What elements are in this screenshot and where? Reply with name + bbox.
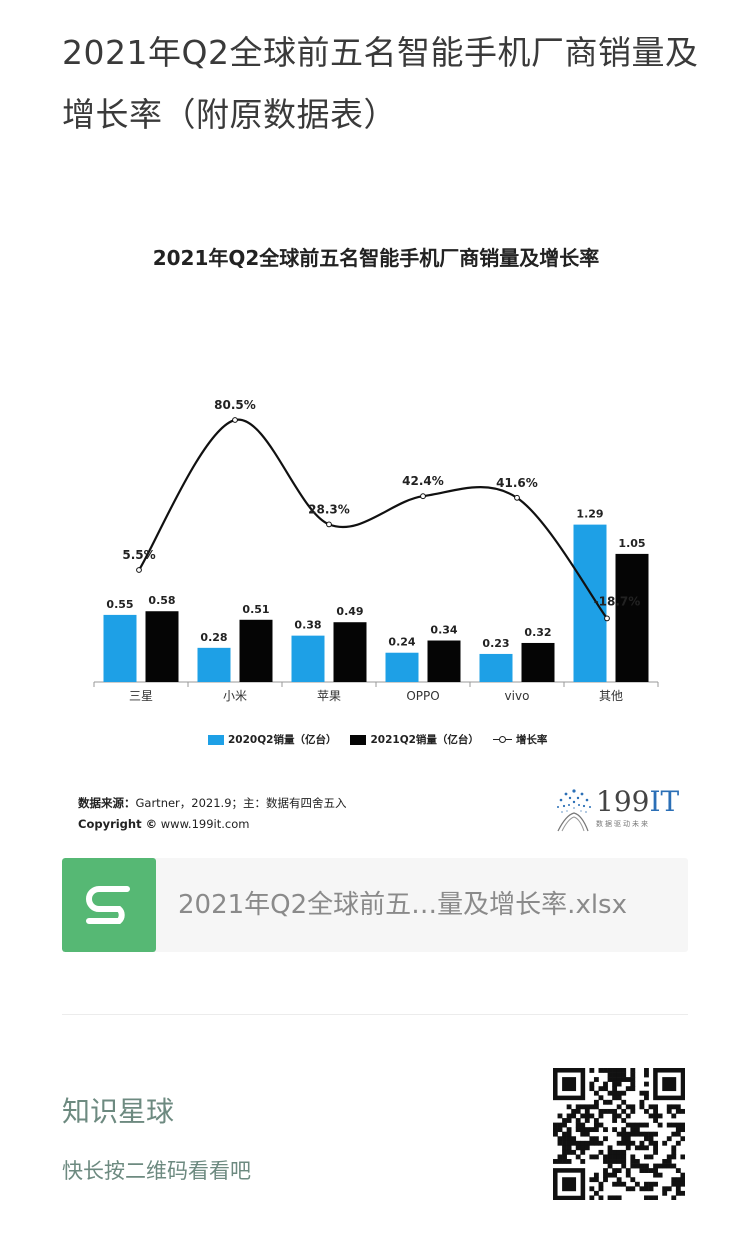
qr-code-icon[interactable] xyxy=(553,1068,685,1200)
spreadsheet-s-icon xyxy=(62,858,156,952)
legend-item-2020: 2020Q2销量（亿台） xyxy=(208,732,336,747)
bar-label-2020: 0.24 xyxy=(388,636,415,649)
source-label: 数据来源： xyxy=(78,796,136,810)
growth-label: -18.7% xyxy=(594,594,641,608)
chart-source: 数据来源：Gartner，2021.9；主：数据有四舍五入 Copyright … xyxy=(78,793,347,835)
growth-point xyxy=(326,521,332,528)
legend-swatch-2020 xyxy=(208,734,224,745)
bar-2021 xyxy=(521,642,555,682)
x-tick-label: OPPO xyxy=(406,689,439,703)
bar-label-2021: 0.49 xyxy=(336,605,363,618)
logo-slogan: 数据驱动未来 xyxy=(596,820,650,828)
chart-image: 2021年Q2全球前五名智能手机厂商销量及增长率 0.55 0.58 三星 0.28 0… xyxy=(62,220,690,840)
chart-title: 2021年Q2全球前五名智能手机厂商销量及增长率 xyxy=(152,246,600,270)
bar-2020 xyxy=(479,653,513,682)
bar-label-2020: 0.23 xyxy=(482,637,509,650)
bar-2020 xyxy=(573,524,607,682)
growth-point xyxy=(136,567,142,573)
source-text: Gartner，2021.9；主：数据有四舍五入 xyxy=(135,796,347,810)
knowledge-planet-subtitle: 快长按二维码看看吧 xyxy=(62,1159,251,1183)
199it-logo: 199IT 数据驱动未来 xyxy=(552,785,682,833)
file-attachment-card[interactable]: 2021年Q2全球前五…量及增长率.xlsx xyxy=(62,858,688,952)
bar-2020 xyxy=(385,652,419,682)
file-name: 2021年Q2全球前五…量及增长率.xlsx xyxy=(178,890,627,920)
bar-2021 xyxy=(615,553,649,682)
copyright-label: Copyright © xyxy=(78,817,158,831)
knowledge-planet-title: 知识星球 xyxy=(62,1095,175,1128)
legend-label-2021: 2021Q2销量（亿台） xyxy=(370,734,479,746)
growth-label: 28.3% xyxy=(308,502,350,516)
bar-label-2020: 1.29 xyxy=(576,508,603,521)
divider xyxy=(62,1014,688,1015)
post-title: 2021年Q2全球前五名智能手机厂商销量及增长率（附原数据表） xyxy=(62,33,699,134)
legend-label-2020: 2020Q2销量（亿台） xyxy=(228,734,337,746)
growth-point xyxy=(604,615,610,622)
bar-label-2020: 0.28 xyxy=(200,631,227,644)
bar-2021 xyxy=(145,611,179,682)
logo-text: 199IT xyxy=(596,785,680,818)
x-tick-label: 三星 xyxy=(129,689,153,703)
dandelion-logo-icon xyxy=(557,789,591,832)
growth-label: 5.5% xyxy=(122,548,155,562)
growth-point xyxy=(420,493,426,500)
growth-label: 41.6% xyxy=(496,476,538,490)
bar-2020 xyxy=(103,614,137,682)
legend-item-growth: 增长率 xyxy=(492,732,548,747)
legend-label-growth: 增长率 xyxy=(515,734,548,746)
x-tick-label: 其他 xyxy=(599,689,623,703)
bar-label-2021: 0.58 xyxy=(148,594,175,607)
chart-legend: 2020Q2销量（亿台） 2021Q2销量（亿台） 增长率 xyxy=(208,732,561,747)
growth-line xyxy=(138,418,608,620)
growth-point xyxy=(232,417,238,423)
growth-point xyxy=(514,494,520,501)
bar-2020 xyxy=(197,647,231,682)
copyright-url: www.199it.com xyxy=(160,817,250,831)
bar-2021 xyxy=(333,622,367,682)
bar-2021 xyxy=(427,640,461,682)
bar-label-2021: 0.34 xyxy=(430,624,457,637)
bar-2021 xyxy=(239,619,273,682)
growth-label: 80.5% xyxy=(214,398,256,412)
x-tick-label: vivo xyxy=(505,689,530,703)
x-tick-label: 苹果 xyxy=(317,689,341,703)
legend-item-2021: 2021Q2销量（亿台） xyxy=(350,732,479,747)
bar-2020 xyxy=(291,635,325,682)
chart-plot: 0.55 0.58 三星 0.28 0.51 小米 0.38 0.49 苹果 0.24 0.34 OP… xyxy=(93,398,659,703)
bar-label-2021: 1.05 xyxy=(618,537,645,550)
bar-label-2020: 0.55 xyxy=(106,598,133,611)
bar-label-2021: 0.51 xyxy=(242,603,269,616)
legend-swatch-2021 xyxy=(350,734,367,745)
growth-label: 42.4% xyxy=(402,474,444,488)
bar-label-2020: 0.38 xyxy=(294,619,321,632)
x-tick-label: 小米 xyxy=(223,689,247,703)
legend-line-marker-icon xyxy=(492,736,512,743)
bar-label-2021: 0.32 xyxy=(524,626,551,639)
